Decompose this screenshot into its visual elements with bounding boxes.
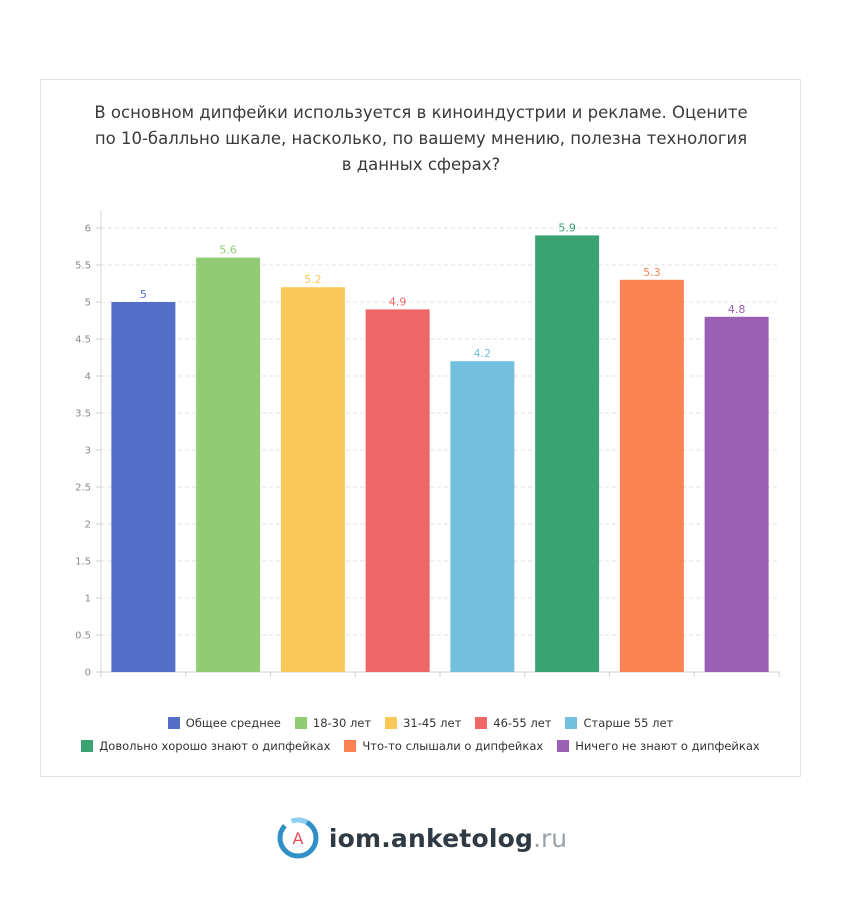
y-tick-label: 2 (85, 520, 91, 531)
data-label: 4.2 (474, 347, 492, 360)
legend-item[interactable]: Старше 55 лет (565, 716, 673, 730)
legend-item[interactable]: 46-55 лет (475, 716, 551, 730)
y-tick-label: 2.5 (75, 483, 91, 494)
legend-swatch (344, 740, 357, 752)
data-label: 4.8 (728, 303, 746, 316)
legend-row: Довольно хорошо знают о дипфейках Что-то … (40, 739, 801, 753)
legend-item[interactable]: 18-30 лет (294, 716, 372, 730)
legend-label: Что-то слышали о дипфейках (362, 739, 544, 753)
y-tick-label: 1.5 (75, 557, 91, 568)
data-label: 5.2 (304, 273, 322, 286)
y-tick-label: 6 (85, 224, 91, 235)
chart-title-line: В основном дипфейки используется в кинои… (94, 103, 748, 122)
y-tick-label: 5.5 (75, 261, 91, 272)
legend-swatch (475, 717, 488, 729)
logo-tld-text: .ru (533, 823, 568, 853)
legend-label: Общее среднее (185, 716, 281, 730)
y-tick-label: 1 (85, 594, 91, 605)
bar (280, 287, 345, 672)
logo-brand-text: iom.anketolog (328, 823, 534, 853)
legend-label: 18-30 лет (312, 716, 372, 730)
bar (535, 235, 600, 672)
legend-label: Довольно хорошо знают о дипфейках (99, 739, 331, 753)
y-tick-label: 3 (85, 446, 91, 457)
y-tick-label: 3.5 (75, 409, 91, 420)
legend-label: Старше 55 лет (583, 716, 674, 730)
svg-text:A: A (292, 829, 303, 848)
anketolog-logo-icon: A (277, 817, 319, 859)
legend-swatch (385, 717, 398, 729)
legend-item[interactable]: Ничего не знают о дипфейках (557, 739, 760, 753)
data-label: 5 (140, 288, 147, 301)
legend-label: Ничего не знают о дипфейках (575, 739, 760, 753)
y-tick-label: 0.5 (75, 631, 91, 642)
bar (704, 316, 769, 672)
chart-title-line: в данных сферах? (341, 155, 501, 174)
bar (111, 302, 176, 672)
bar (365, 309, 430, 672)
data-label: 4.9 (389, 295, 407, 308)
bar (450, 361, 515, 672)
legend-swatch (167, 717, 180, 729)
legend-swatch (294, 717, 307, 729)
y-tick-label: 4.5 (75, 335, 91, 346)
legend-swatch (565, 717, 578, 729)
bar (619, 279, 684, 672)
legend-item[interactable]: Довольно хорошо знают о дипфейках (81, 739, 330, 753)
y-tick-label: 0 (85, 668, 91, 679)
bar (196, 257, 261, 672)
data-label: 5.9 (558, 221, 576, 234)
data-label: 5.3 (643, 266, 661, 279)
legend-label: 31-45 лет (403, 716, 462, 730)
chart-title-line: по 10-балльно шкале, насколько, по вашем… (94, 129, 748, 148)
y-tick-label: 4 (85, 372, 91, 383)
legend-item[interactable]: Общее среднее (167, 716, 281, 730)
data-label: 5.6 (219, 244, 237, 257)
legend-item[interactable]: Что-то слышали о дипфейках (344, 739, 543, 753)
legend-swatch (81, 740, 94, 752)
chart-title: В основном дипфейки используется в кинои… (60, 100, 782, 178)
legend-label: 46-55 лет (493, 716, 552, 730)
legend-swatch (557, 740, 570, 752)
anketolog-logo[interactable]: A iom.anketolog.ru (0, 815, 842, 861)
y-tick-label: 5 (85, 298, 91, 309)
legend-item[interactable]: 31-45 лет (385, 716, 461, 730)
legend-row: Общее среднее 18-30 лет 31-45 лет 46-55 лет… (40, 716, 801, 730)
